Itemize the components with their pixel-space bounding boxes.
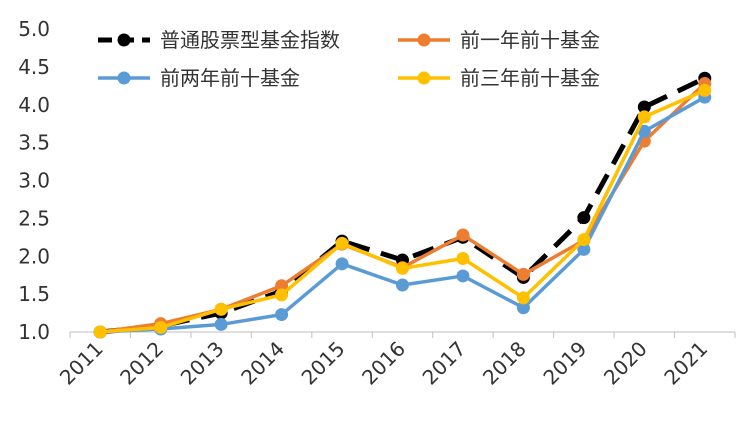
x-tick-label: 2016 — [357, 337, 410, 390]
series-group — [93, 77, 712, 339]
series-group — [93, 83, 712, 339]
data-point — [275, 279, 289, 293]
data-point — [93, 325, 107, 339]
series-layer — [93, 71, 712, 339]
series-line — [100, 88, 706, 334]
series-group — [93, 71, 712, 339]
x-tick-label: 2014 — [236, 337, 289, 390]
x-tick-label: 2021 — [659, 337, 712, 390]
legend-item: 前一年前十基金 — [398, 28, 600, 52]
data-point — [396, 261, 409, 275]
legend-swatch-marker — [117, 71, 131, 85]
series-line — [99, 75, 706, 335]
data-point — [577, 242, 591, 256]
legend-swatch-marker — [117, 33, 131, 47]
y-tick-label: 2.0 — [18, 244, 50, 268]
x-tick-label: 2015 — [297, 337, 350, 390]
y-tick-label: 3.5 — [18, 131, 50, 155]
legend-label: 前一年前十基金 — [460, 28, 600, 52]
x-tick-label: 2017 — [418, 337, 471, 390]
data-point — [516, 291, 530, 305]
legend-label: 普通股票型基金指数 — [160, 28, 340, 52]
x-tick-label: 2013 — [176, 337, 229, 390]
legend-label: 前三年前十基金 — [460, 66, 600, 90]
data-point — [154, 320, 168, 334]
data-point — [698, 83, 712, 97]
data-point — [637, 110, 651, 124]
data-point — [456, 252, 470, 266]
y-tick-label: 3.0 — [18, 169, 50, 193]
x-tick-label: 2011 — [55, 337, 108, 390]
data-point — [214, 302, 228, 316]
y-tick-label: 2.5 — [18, 206, 50, 230]
series-group — [93, 90, 712, 339]
y-tick-label: 4.0 — [18, 93, 50, 117]
data-point — [396, 278, 409, 292]
data-point — [456, 228, 470, 242]
y-tick-label: 4.5 — [18, 55, 50, 79]
data-point — [577, 233, 591, 247]
legend-item: 普通股票型基金指数 — [98, 28, 340, 52]
data-point — [637, 100, 651, 114]
x-tick-label: 2018 — [478, 337, 531, 390]
data-point — [637, 124, 651, 138]
data-point — [275, 288, 289, 302]
legend-item: 前三年前十基金 — [398, 66, 600, 90]
data-point — [516, 267, 530, 281]
y-tick-label: 5.0 — [18, 17, 50, 41]
x-tick-label: 2020 — [599, 337, 652, 390]
data-point — [516, 301, 530, 315]
x-tick-label: 2019 — [538, 337, 591, 390]
data-point — [456, 269, 470, 283]
y-tick-label: 1.0 — [18, 320, 50, 344]
x-tick-label: 2012 — [115, 337, 168, 390]
data-point — [577, 211, 591, 225]
series-line — [100, 95, 706, 334]
legend-swatch-marker — [417, 71, 431, 85]
y-tick-label: 1.5 — [18, 282, 50, 306]
data-point — [335, 257, 349, 271]
legend-label: 前两年前十基金 — [160, 66, 300, 90]
data-point — [214, 317, 228, 331]
series-line — [99, 82, 706, 334]
legend-item: 前两年前十基金 — [98, 66, 300, 90]
data-point — [275, 308, 289, 322]
legend-swatch-marker — [417, 33, 431, 47]
data-point — [335, 236, 349, 250]
